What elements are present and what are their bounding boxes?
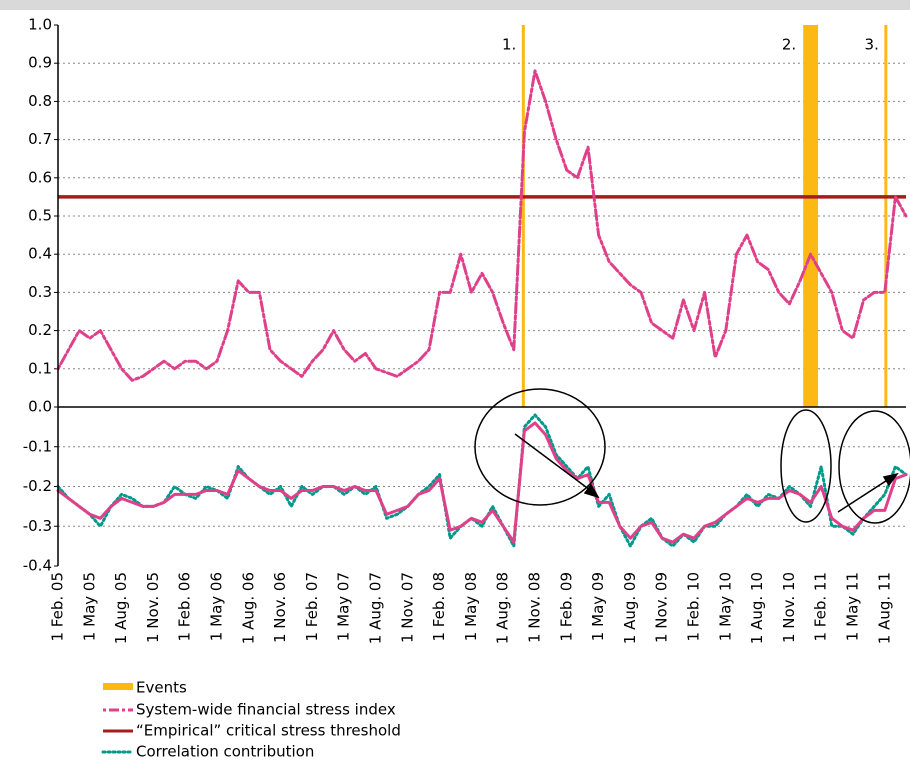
legend-label: “Empirical” critical stress threshold [136,722,401,740]
x-tick-label: 1 Feb. 09 [557,572,575,642]
series-line [56,69,908,382]
y-tick-label: 0.4 [28,245,52,263]
highlight-circle [474,388,606,506]
event-band [521,25,525,407]
y-tick-label: 0.7 [28,130,52,148]
y-tick-label: 0.3 [28,283,52,301]
y-tick-label: 0.0 [28,398,52,416]
highlight-circle [780,409,832,523]
highlight-circle [838,410,910,524]
x-tick-label: 1 Feb. 11 [812,572,830,642]
event-label: 3. [865,36,879,54]
legend-swatch [103,683,133,690]
x-tick-label: 1 Nov. 07 [398,572,416,643]
x-tick-label: 1 May 09 [589,572,607,641]
x-tick-label: 1 Nov. 05 [144,572,162,643]
legend-label: Correlation contribution [136,743,314,761]
x-tick-label: 1 May 05 [80,572,98,641]
x-tick-label: 1 Aug. 05 [112,572,130,644]
top-band [0,0,910,10]
x-tick-label: 1 Aug. 08 [494,572,512,644]
arrow-head [583,483,600,499]
x-tick-label: 1 Nov. 08 [526,572,544,643]
arrow-head [882,472,899,487]
x-tick-label: 1 Aug. 07 [367,572,385,644]
arrow-line [837,476,893,513]
x-tick-label: 1 Aug. 09 [621,572,639,644]
y-tick-label: -0.3 [23,517,52,535]
y-tick-label: 0.9 [28,54,52,72]
x-tick-label: 1 May 10 [716,572,734,641]
event-band [803,25,819,407]
y-tick-label: 0.1 [28,359,52,377]
annotations [474,388,910,524]
series-line [56,421,908,544]
y-tick-label: -0.1 [23,437,52,455]
y-tick-label: 0.2 [28,321,52,339]
event-label: 1. [502,36,516,54]
x-tick-label: 1 Aug. 06 [239,572,257,644]
y-tick-label: -0.2 [23,477,52,495]
legend-label: Events [136,679,187,697]
y-tick-label: -0.4 [23,557,52,575]
event-band [884,25,888,407]
x-tick-label: 1 Feb. 05 [49,572,67,642]
x-tick-label: 1 May 08 [462,572,480,641]
plot-area: 0.0 0.1 0.2 0.3 0.4 0.5 0.6 0.7 0.8 0.9 1.0 1. 2. 3. -… [23,16,908,644]
y-tick-label: 0.6 [28,168,52,186]
x-tick-label: 1 Nov. 10 [780,572,798,643]
y-tick-label: 0.5 [28,207,52,225]
y-tick-label: 1.0 [28,16,52,34]
legend-label: System-wide financial stress index [136,701,396,719]
x-tick-label: 1 May 06 [208,572,226,641]
x-tick-label: 1 Feb. 07 [303,572,321,642]
x-tick-label: 1 Aug. 10 [748,572,766,644]
event-label: 2. [782,36,796,54]
x-tick-label: 1 Feb. 10 [685,572,703,642]
y-tick-label: 0.8 [28,92,52,110]
legend: Events System-wide financial stress inde… [101,679,401,761]
x-tick-label: 1 Feb. 06 [176,572,194,642]
x-tick-label: 1 Nov. 09 [653,572,671,643]
x-tick-label: 1 Aug. 11 [875,572,893,644]
arrow-line [514,433,595,494]
x-tick-label: 1 Nov. 06 [271,572,289,643]
x-tick-label: 1 May 07 [335,572,353,641]
x-tick-label: 1 Feb. 08 [430,572,448,642]
x-tick-label: 1 May 11 [844,572,862,641]
